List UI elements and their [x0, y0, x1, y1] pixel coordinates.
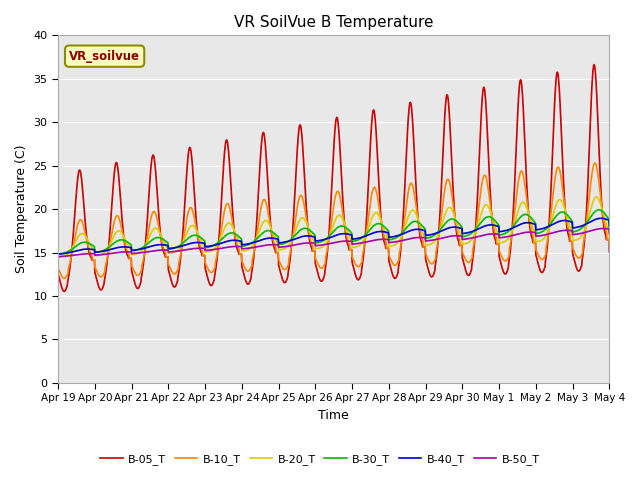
Title: VR SoilVue B Temperature: VR SoilVue B Temperature: [234, 15, 433, 30]
Line: B-10_T: B-10_T: [58, 163, 609, 278]
Y-axis label: Soil Temperature (C): Soil Temperature (C): [15, 145, 28, 273]
Text: VR_soilvue: VR_soilvue: [69, 49, 140, 63]
Line: B-50_T: B-50_T: [58, 228, 609, 257]
X-axis label: Time: Time: [318, 409, 349, 422]
Line: B-20_T: B-20_T: [58, 197, 609, 257]
Line: B-40_T: B-40_T: [58, 218, 609, 254]
Line: B-30_T: B-30_T: [58, 210, 609, 254]
Line: B-05_T: B-05_T: [58, 65, 609, 291]
Legend: B-05_T, B-10_T, B-20_T, B-30_T, B-40_T, B-50_T: B-05_T, B-10_T, B-20_T, B-30_T, B-40_T, …: [96, 450, 544, 469]
